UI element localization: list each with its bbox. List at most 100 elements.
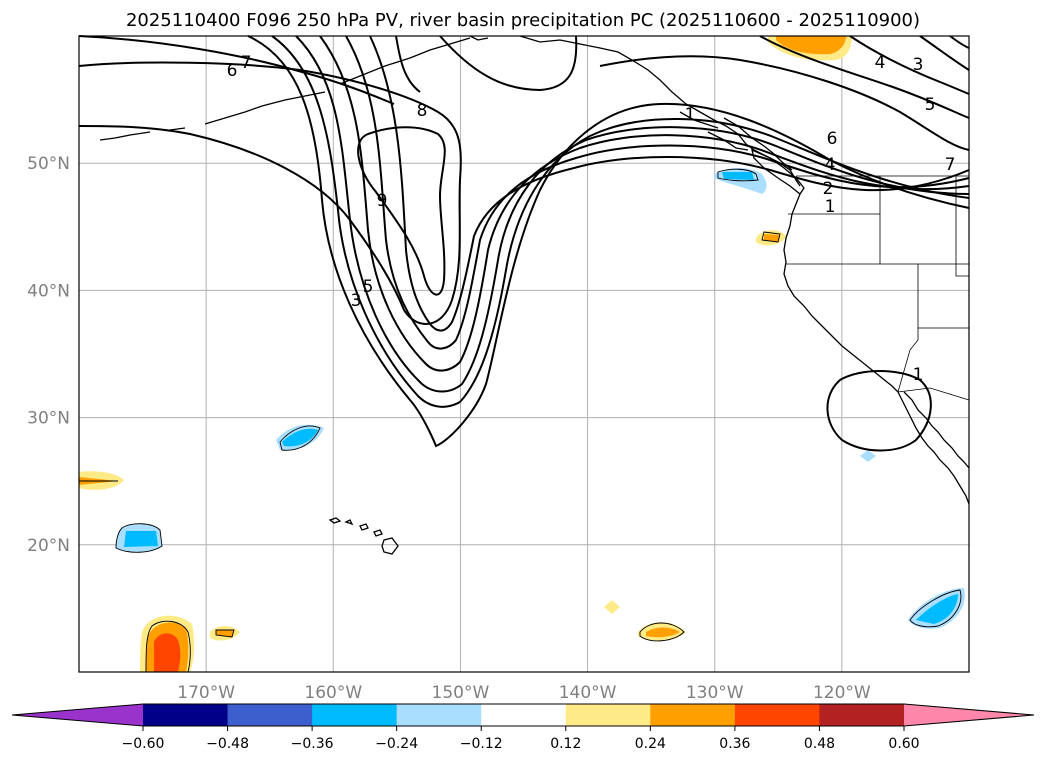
colorbar-extend-low	[12, 704, 143, 726]
x-tick-label: 120°W	[813, 683, 871, 703]
precip-patch-neg-27n-118w	[860, 450, 876, 462]
aleutian-islands	[99, 37, 471, 141]
us-mexico-border	[897, 387, 970, 401]
map-plot-area: 6 7 8 9 3 5 4 3 5 6 4 2 1 7 1 1	[78, 35, 970, 673]
precip-patch-neg-49n-128w-core	[722, 172, 754, 180]
pv-ridge-2	[599, 55, 970, 151]
pv-contours	[78, 35, 970, 452]
colorbar-tick-label: −0.12	[460, 736, 503, 752]
outline-49n-128w	[717, 168, 759, 182]
pv-trough-5	[345, 35, 970, 350]
contour-label-7: 7	[241, 53, 252, 73]
colorbar-segment	[734, 704, 820, 726]
colorbar-segment	[481, 704, 567, 726]
pv-contour-labels: 6 7 8 9 3 5 4 3 5 6 4 2 1 7 1 1	[227, 53, 956, 385]
pv-trough-4	[319, 35, 970, 372]
x-tick-label: 160°W	[304, 683, 362, 703]
pv-ridge-4	[849, 35, 970, 95]
colorbar-tick-label: −0.24	[375, 736, 418, 752]
x-tick-label: 130°W	[686, 683, 744, 703]
colorbar-tick-label: −0.48	[206, 736, 249, 752]
colorbar-segment	[312, 704, 398, 726]
colorbar-tick-label: 0.24	[635, 736, 666, 752]
y-tick-label: 50°N	[27, 154, 70, 174]
contour-label-5: 5	[363, 277, 374, 297]
pv-ridge-3	[759, 35, 970, 119]
political-borders	[786, 175, 970, 401]
latitude-tick-labels: 50°N 40°N 30°N 20°N	[27, 154, 70, 556]
precip-patch-pos-15n-138w	[604, 600, 620, 614]
precip-patch-neg-15n-112w-core	[916, 594, 958, 624]
precip-patch-neg-28n-161w-core	[282, 428, 318, 447]
pv-closed-low-1	[826, 370, 932, 452]
longitude-tick-labels: 170°W 160°W 150°W 140°W 130°W 120°W	[177, 683, 871, 703]
outline-13n-168w	[215, 629, 235, 638]
precip-patch-neg-20n-174w-core	[124, 531, 158, 547]
pv-contour-9	[357, 126, 446, 296]
hawaiian-islands	[328, 517, 399, 555]
outline-44n-126w	[761, 231, 781, 243]
outline-28n-161w	[279, 425, 321, 451]
chart-title: 2025110400 F096 250 hPa PV, river basin …	[126, 10, 920, 31]
contour-label-8: 8	[417, 101, 428, 121]
contour-label-9: 9	[377, 191, 388, 211]
colorbar-tick-label: 0.36	[719, 736, 750, 752]
colorbar-segment	[650, 704, 736, 726]
colorbar-segment	[396, 704, 482, 726]
pv-ridge-1	[439, 35, 578, 92]
x-tick-label: 140°W	[559, 683, 617, 703]
state-ca-nv	[897, 264, 969, 393]
colorbar: −0.60 −0.48 −0.36 −0.24 −0.12 0.12 0.24 0.36 0.4…	[11, 703, 1035, 752]
plot-background	[79, 36, 969, 672]
contour-label-3-ne: 3	[913, 55, 924, 75]
colorbar-tick-label: −0.36	[291, 736, 334, 752]
pv-trough-2	[271, 35, 970, 408]
colorbar-tick-label: −0.60	[122, 736, 165, 752]
colorbar-segment	[565, 704, 651, 726]
precipitation-shading	[79, 36, 965, 672]
contour-label-1-coast: 1	[685, 105, 696, 125]
plot-frame	[78, 35, 970, 673]
x-tick-label: 170°W	[177, 683, 235, 703]
colorbar-tick-label: 0.60	[888, 736, 919, 752]
pv-contour-8	[78, 61, 462, 325]
colorbar-tick-label: 0.12	[550, 736, 581, 752]
x-tick-label: 150°W	[432, 683, 490, 703]
pv-ridge-6	[949, 35, 970, 49]
precip-patch-pos-44n-126w-core	[764, 234, 780, 242]
us-west-coast	[783, 193, 899, 393]
contour-label-1-low: 1	[913, 365, 924, 385]
y-tick-label: 40°N	[27, 281, 70, 301]
pv-trough-6	[369, 35, 970, 332]
pv-contour-7a	[78, 35, 395, 105]
baja-east-coast	[903, 391, 970, 469]
contour-label-1-e: 1	[825, 197, 836, 217]
outline-15n-112w	[909, 589, 962, 628]
precip-patch-pos-13n-134w-core	[646, 627, 680, 638]
pv-trough-3	[295, 35, 970, 393]
y-tick-label: 20°N	[27, 536, 70, 556]
precipitation-outlines	[79, 168, 962, 673]
contour-label-4-e: 4	[825, 155, 836, 175]
colorbar-segment	[227, 704, 313, 726]
contour-label-2-e: 2	[823, 179, 834, 199]
pv-trough-1	[247, 35, 970, 448]
baja-california	[897, 391, 970, 505]
coastlines	[99, 35, 970, 555]
colorbar-extend-high	[904, 704, 1034, 726]
precip-patch-pos-59n-124w-core	[776, 36, 846, 55]
contour-label-6: 6	[227, 61, 238, 81]
outline-12n-173w	[145, 620, 191, 673]
outline-20n-174w	[115, 523, 163, 553]
colorbar-tick-label: 0.48	[804, 736, 835, 752]
y-tick-label: 30°N	[27, 409, 70, 429]
contour-label-4-ne: 4	[875, 53, 886, 73]
colorbar-segment	[819, 704, 905, 726]
contour-label-3: 3	[351, 291, 362, 311]
precip-patch-pos-12n-173w-core	[154, 633, 181, 672]
outline-13n-134w	[639, 622, 685, 642]
contour-label-5-ne: 5	[925, 95, 936, 115]
pv-ridge-5	[919, 35, 970, 71]
contour-label-7-e: 7	[945, 155, 956, 175]
